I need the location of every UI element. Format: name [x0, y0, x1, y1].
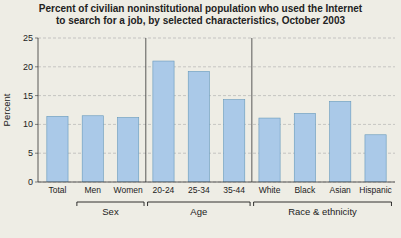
bar	[294, 113, 315, 182]
x-tick-label: Asian	[330, 185, 352, 195]
y-tick	[35, 153, 38, 154]
group-bracket	[77, 202, 144, 203]
y-tick-label: 25	[23, 33, 33, 43]
y-tick	[35, 38, 38, 39]
y-tick-label: 0	[28, 177, 33, 187]
bar	[47, 116, 68, 182]
group-bracket-end	[391, 202, 392, 206]
y-tick-label: 5	[28, 148, 33, 158]
bar	[330, 101, 351, 182]
x-tick-label: White	[259, 185, 281, 195]
bar	[188, 71, 209, 182]
bar	[118, 117, 139, 182]
x-axis-line	[38, 182, 395, 183]
bar	[153, 61, 174, 182]
y-axis-label: Percent	[1, 93, 12, 126]
x-tick-label: Women	[114, 185, 143, 195]
title: Percent of civilian noninstitutional pop…	[39, 3, 363, 26]
bars	[47, 61, 386, 182]
group-separator	[251, 38, 252, 182]
bar	[259, 118, 280, 182]
grid-line	[38, 95, 395, 96]
group-label: Sex	[102, 206, 119, 217]
y-tick-label: 20	[23, 62, 33, 72]
group-bracket-end	[250, 202, 251, 206]
title-line: to search for a job, by selected charact…	[56, 15, 345, 26]
x-tick-label: Hispanic	[359, 185, 392, 195]
bar	[224, 100, 245, 182]
x-tick-label: Men	[85, 185, 102, 195]
bar	[82, 116, 103, 182]
x-tick-label: 35-44	[223, 185, 245, 195]
grid-line	[38, 38, 395, 39]
y-tick	[35, 182, 38, 183]
group-bracket	[254, 202, 392, 203]
y-axis-line	[38, 38, 39, 182]
chart: Percent of civilian noninstitutional pop…	[0, 0, 401, 238]
x-tick-label: 25-34	[188, 185, 210, 195]
grid-line	[38, 66, 395, 67]
y-tick	[35, 66, 38, 67]
y-tick-label: 15	[23, 91, 33, 101]
y-tick	[35, 124, 38, 125]
group-bracket	[148, 202, 251, 203]
y-tick-label: 10	[23, 119, 33, 129]
x-tick-label: Total	[48, 185, 66, 195]
bar	[365, 135, 386, 182]
y-tick	[35, 95, 38, 96]
background	[0, 0, 401, 238]
group-bracket-end	[144, 202, 145, 206]
group-label: Race & ethnicity	[288, 206, 357, 217]
x-tick-label: 20-24	[153, 185, 175, 195]
grid-line	[38, 182, 395, 183]
group-label: Age	[190, 206, 207, 217]
group-bracket-end	[253, 202, 254, 206]
x-tick-label: Black	[294, 185, 316, 195]
group-separator	[145, 38, 146, 182]
group-bracket-end	[147, 202, 148, 206]
title-line: Percent of civilian noninstitutional pop…	[39, 3, 363, 14]
group-bracket-end	[76, 202, 77, 206]
